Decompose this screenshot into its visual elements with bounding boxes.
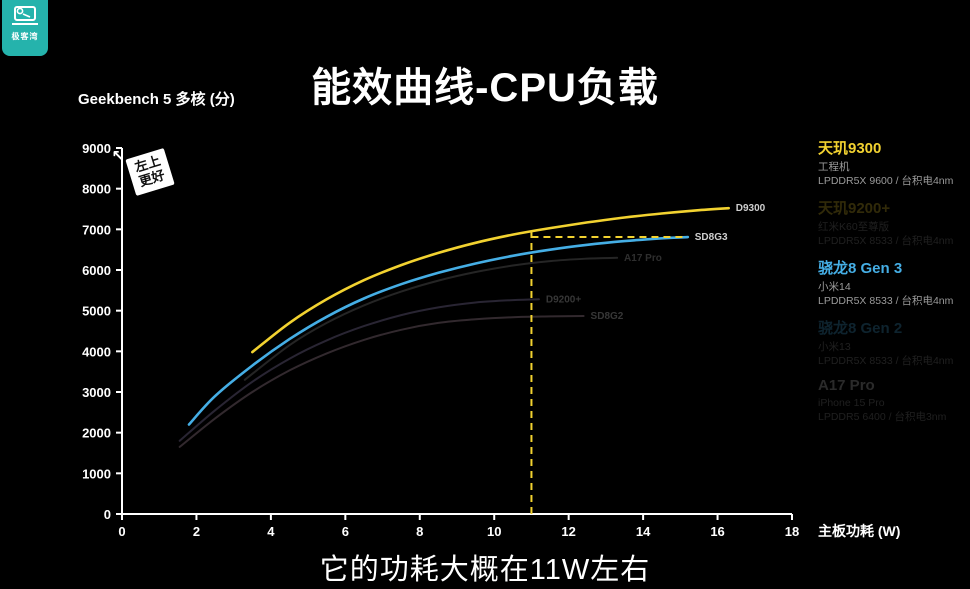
legend-spec: LPDDR5X 8533 / 台积电4nm [818, 355, 954, 368]
legend-spec: LPDDR5 6400 / 台积电3nm [818, 411, 947, 424]
legend-device: iPhone 15 Pro [818, 397, 885, 409]
x-tick-label: 2 [193, 524, 200, 539]
curve-label-D9300: D9300 [736, 203, 766, 214]
legend-spec: LPDDR5X 8533 / 台积电4nm [818, 235, 954, 248]
chart-plot: 0 2 4 6 8 10 12 14 16 18 0 1000 2000 3000 4000 5000 6000… [82, 141, 799, 539]
curve-label-D9200+: D9200+ [546, 294, 581, 305]
legend-spec: LPDDR5X 8533 / 台积电4nm [818, 295, 954, 308]
x-tick-label: 16 [710, 524, 724, 539]
curve-D9300 [251, 206, 730, 354]
legend-a17-pro: A17 Pro iPhone 15 Pro LPDDR5 6400 / 台积电3… [818, 377, 968, 437]
x-tick-label: 12 [561, 524, 575, 539]
y-tick-label: 6000 [82, 263, 111, 278]
legend-device: 红米K60至尊版 [818, 221, 890, 233]
legend-device: 小米14 [818, 281, 851, 293]
y-tick-label: 5000 [82, 304, 111, 319]
x-tick-label: 10 [487, 524, 501, 539]
chipset-legend: 天玑9300 工程机 LPDDR5X 9600 / 台积电4nm 天玑9200+… [818, 137, 968, 437]
y-tick-label: 9000 [82, 141, 111, 156]
y-tick-label: 4000 [82, 344, 111, 359]
x-tick-label: 8 [416, 524, 423, 539]
curve-label-A17 Pro: A17 Pro [624, 253, 662, 264]
curve-SD8G2 [178, 315, 585, 448]
logo-text: 极客湾 [11, 32, 39, 41]
curve-label-SD8G3: SD8G3 [695, 232, 728, 243]
y-tick-label: 2000 [82, 426, 111, 441]
legend-dimensity-9300: 天玑9300 工程机 LPDDR5X 9600 / 台积电4nm [818, 137, 968, 197]
x-tick-label: 18 [785, 524, 799, 539]
y-tick-label: 7000 [82, 222, 111, 237]
legend-title: 天玑9200+ [818, 200, 891, 217]
legend-dimensity-9200plus: 天玑9200+ 红米K60至尊版 LPDDR5X 8533 / 台积电4nm [818, 197, 968, 257]
y-tick-label: 8000 [82, 182, 111, 197]
legend-snapdragon-8gen2: 骁龙8 Gen 2 小米13 LPDDR5X 8533 / 台积电4nm [818, 317, 968, 377]
legend-snapdragon-8gen3: 骁龙8 Gen 3 小米14 LPDDR5X 8533 / 台积电4nm [818, 257, 968, 317]
curve-SD8G3 [187, 235, 690, 426]
x-tick-label: 6 [342, 524, 349, 539]
legend-title: 天玑9300 [818, 140, 882, 157]
page-title: 能效曲线-CPU负载 [311, 65, 659, 110]
legend-title: 骁龙8 Gen 2 [818, 320, 903, 337]
x-tick-label: 14 [636, 524, 651, 539]
legend-device: 工程机 [818, 161, 850, 173]
legend-spec: LPDDR5X 9600 / 台积电4nm [818, 175, 954, 188]
curve-A17 Pro [243, 256, 619, 381]
y-axis-title: Geekbench 5 多核 (分) [78, 91, 235, 108]
geekerwan-logo: 极客湾 [2, 0, 48, 56]
efficiency-chart: 0 2 4 6 8 10 12 14 16 18 0 1000 2000 3000 4000 5000 6000… [62, 138, 872, 554]
y-tick-label: 1000 [82, 466, 111, 481]
x-tick-label: 0 [118, 524, 125, 539]
bottom-caption: 它的功耗大概在11W左右 [319, 554, 651, 586]
x-tick-label: 4 [267, 524, 275, 539]
legend-title: 骁龙8 Gen 3 [818, 260, 903, 277]
x-axis-title: 主板功耗 (W) [818, 523, 901, 539]
y-tick-label: 0 [104, 507, 111, 522]
curve-D9200+ [178, 298, 540, 442]
y-tick-label: 3000 [82, 385, 111, 400]
laptop-gear-icon [12, 6, 38, 25]
legend-title: A17 Pro [818, 377, 875, 394]
up-left-arrow-icon: ↖ [111, 148, 125, 166]
legend-device: 小米13 [818, 341, 851, 353]
curve-label-SD8G2: SD8G2 [591, 311, 624, 322]
